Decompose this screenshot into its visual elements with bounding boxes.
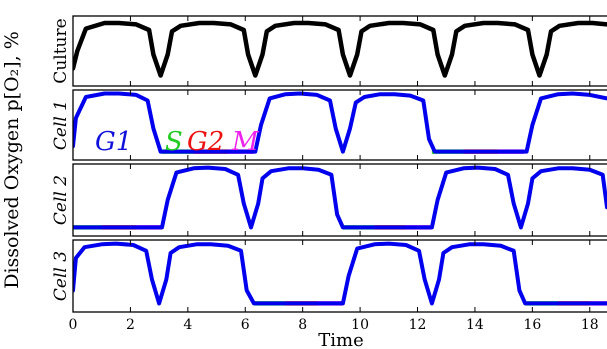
g1-phase-label: G1 xyxy=(95,127,132,157)
x-tick-label: 0 xyxy=(69,317,78,333)
panel-label-cell-2: Cell 2 xyxy=(51,175,71,225)
y-axis-label: Dissolved Oxygen p[O₂], % xyxy=(1,31,23,289)
panel-frame xyxy=(72,89,607,161)
phase-legend: G1 S G2 M xyxy=(95,127,260,157)
series-line-cell-3 xyxy=(73,241,607,306)
series-line-culture xyxy=(73,20,607,78)
s-phase-label: S xyxy=(165,127,183,157)
panel-frame xyxy=(72,239,607,313)
x-tick-label: 16 xyxy=(523,317,541,333)
x-tick-label: 14 xyxy=(466,317,484,333)
x-tick-label: 4 xyxy=(183,317,192,333)
series-line-cell-2 xyxy=(73,165,607,230)
panel-label-cell-1: Cell 1 xyxy=(51,100,71,150)
x-axis-label: Time xyxy=(318,330,363,349)
panel-cell-1: Cell 1 xyxy=(51,89,607,161)
panels: Culture Cell 1 Cell 2 Cell 3 xyxy=(51,15,607,313)
x-tick-label: 6 xyxy=(241,317,250,333)
x-tick-label: 2 xyxy=(126,317,135,333)
panel-frame xyxy=(72,163,607,237)
x-tick-label: 10 xyxy=(351,317,369,333)
panel-cell-2: Cell 2 xyxy=(51,163,607,237)
g2-phase-label: G2 xyxy=(187,127,224,157)
panel-label-culture: Culture xyxy=(51,18,71,83)
panel-culture: Culture xyxy=(51,15,607,87)
x-tick-label: 8 xyxy=(298,317,307,333)
panel-frame xyxy=(72,15,607,87)
m-phase-label: M xyxy=(231,127,260,157)
series-line-cell-1 xyxy=(73,91,607,154)
x-axis-ticks: 0 2 4 6 8 10 12 14 16 18 xyxy=(69,317,599,333)
panel-cell-3: Cell 3 xyxy=(51,239,607,313)
x-tick-label: 12 xyxy=(409,317,427,333)
x-tick-label: 18 xyxy=(581,317,599,333)
panel-label-cell-3: Cell 3 xyxy=(51,251,71,301)
